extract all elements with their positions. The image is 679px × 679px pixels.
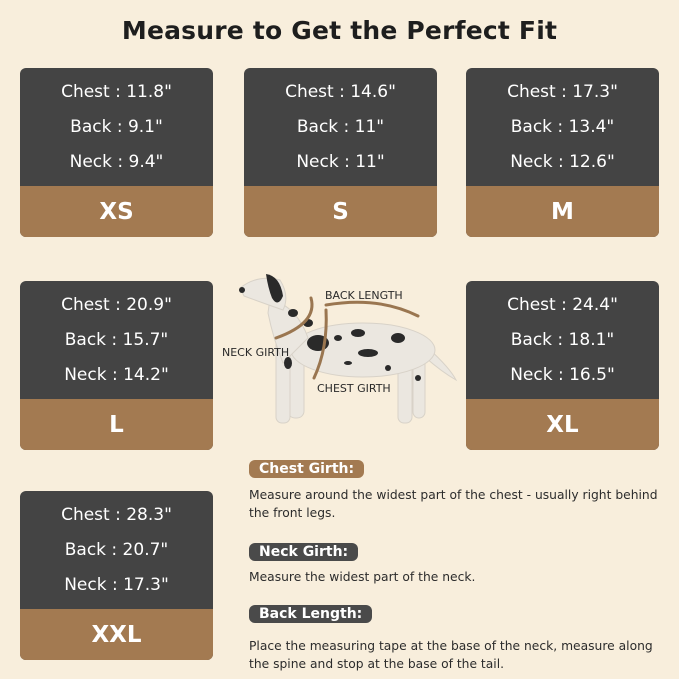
neck-measure: Neck : 17.3" — [64, 575, 169, 596]
chest-girth-description: Measure around the widest part of the ch… — [249, 488, 658, 520]
neck-measure: Neck : 9.4" — [69, 152, 164, 173]
chest-measure: Chest : 14.6" — [285, 81, 396, 102]
dalmatian-illustration — [239, 274, 458, 424]
size-card-m: Chest : 17.3" Back : 13.4" Neck : 12.6" M — [466, 68, 659, 237]
size-card-xl: Chest : 24.4" Back : 18.1" Neck : 16.5" XL — [466, 281, 659, 450]
back-measure: Back : 20.7" — [64, 539, 169, 560]
size-card-s: Chest : 14.6" Back : 11" Neck : 11" S — [244, 68, 437, 237]
chest-measure: Chest : 11.8" — [61, 81, 172, 102]
neck-measure: Neck : 12.6" — [510, 152, 615, 173]
size-card-xs: Chest : 11.8" Back : 9.1" Neck : 9.4" XS — [20, 68, 213, 237]
neck-girth-description: Measure the widest part of the neck. — [249, 570, 476, 584]
page-title: Measure to Get the Perfect Fit — [121, 16, 558, 45]
neck-measure: Neck : 11" — [296, 152, 385, 173]
back-length-label: BACK LENGTH — [325, 289, 403, 302]
back-length-description: Place the measuring tape at the base of … — [249, 639, 653, 671]
size-card-l: Chest : 20.9" Back : 15.7" Neck : 14.2" L — [20, 281, 213, 450]
size-label: XL — [466, 399, 659, 450]
neck-girth-label: NECK GIRTH — [222, 346, 290, 359]
size-label: S — [244, 186, 437, 237]
back-length-badge: Back Length: — [249, 605, 373, 623]
chest-measure: Chest : 20.9" — [61, 294, 172, 315]
neck-measure: Neck : 16.5" — [510, 365, 615, 386]
size-label: L — [20, 399, 213, 450]
chest-girth-label: CHEST GIRTH — [317, 382, 391, 395]
back-measure: Back : 11" — [296, 116, 385, 137]
chest-measure: Chest : 28.3" — [61, 504, 172, 525]
size-label: M — [466, 186, 659, 237]
size-label: XS — [20, 186, 213, 237]
back-measure: Back : 15.7" — [64, 329, 169, 350]
back-measure: Back : 18.1" — [510, 329, 615, 350]
size-card-xxl: Chest : 28.3" Back : 20.7" Neck : 17.3" XX… — [20, 491, 213, 660]
back-measure: Back : 9.1" — [70, 116, 163, 137]
neck-girth-badge: Neck Girth: — [249, 543, 359, 561]
back-measure: Back : 13.4" — [510, 116, 615, 137]
chest-girth-badge: Chest Girth: — [249, 460, 365, 478]
chest-measure: Chest : 17.3" — [507, 81, 618, 102]
size-label: XXL — [20, 609, 213, 660]
neck-measure: Neck : 14.2" — [64, 365, 169, 386]
chest-measure: Chest : 24.4" — [507, 294, 618, 315]
